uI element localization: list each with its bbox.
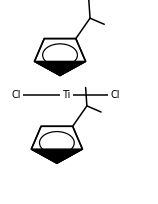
Polygon shape: [31, 149, 82, 163]
Text: Cl: Cl: [111, 90, 120, 100]
Text: Ti: Ti: [62, 90, 71, 100]
Text: Cl: Cl: [11, 90, 21, 100]
Polygon shape: [34, 61, 86, 75]
